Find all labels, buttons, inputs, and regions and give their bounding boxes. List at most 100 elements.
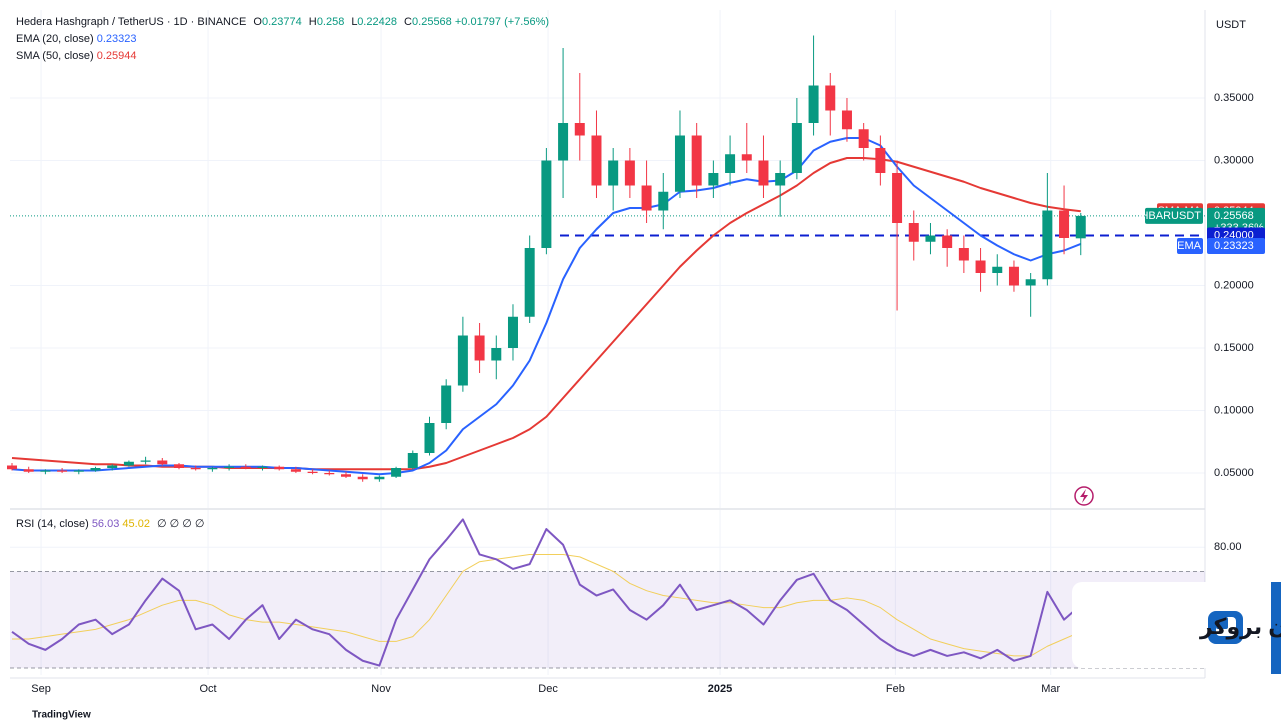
tag-box: [1207, 237, 1265, 254]
candle-body: [608, 160, 619, 186]
candle-body: [1042, 210, 1053, 280]
candle-body: [558, 123, 569, 161]
y-tick-label: 0.05000: [1214, 467, 1254, 479]
tag-box: [1145, 207, 1203, 224]
candle-body: [290, 469, 301, 472]
candle-body: [958, 248, 969, 261]
x-tick-label: Feb: [886, 683, 905, 695]
candle-body: [491, 348, 502, 361]
candle-body: [725, 154, 736, 173]
legend-name: SMA (50, close): [16, 50, 94, 62]
candle-body: [708, 173, 719, 186]
candle-body: [123, 461, 134, 466]
candle-body: [1025, 279, 1036, 286]
candle-body: [975, 260, 986, 273]
tag-label: HBARUSDT: [1140, 210, 1201, 222]
candle-body: [374, 476, 385, 480]
ohlc-label: H: [309, 16, 317, 28]
candle-body: [892, 173, 903, 223]
candle-body: [1059, 210, 1070, 238]
candle-body: [758, 160, 769, 186]
candle-body: [507, 316, 518, 348]
rsi-line: [11, 518, 1082, 667]
rsi-tick-label: 80.00: [1214, 541, 1242, 553]
candle-body: [624, 160, 635, 186]
candle-body: [574, 123, 585, 136]
legend-entry: EMA (20, close) 0.23323: [16, 33, 136, 45]
x-tick-label: Dec: [538, 683, 558, 695]
legend-entry: SMA (50, close) 0.25944: [16, 50, 136, 62]
candle-body: [324, 473, 335, 475]
candle-body: [691, 135, 702, 186]
candle-body: [1075, 215, 1086, 239]
candle-body: [908, 223, 919, 242]
candle-body: [240, 466, 251, 468]
header: Hedera Hashgraph / TetherUS · 1D · BINAN…: [16, 16, 549, 28]
candle-body: [407, 453, 418, 468]
candle-body: [190, 468, 201, 470]
candle-body: [1008, 266, 1019, 286]
legend-value: 45.02: [122, 518, 150, 530]
candle-body: [591, 135, 602, 186]
candle-body: [741, 154, 752, 161]
candle-body: [23, 469, 34, 472]
watermark-logo-core: [1216, 617, 1228, 629]
candle-body: [40, 470, 51, 472]
candle-body: [674, 135, 685, 192]
legend-value: 56.03: [92, 518, 120, 530]
flash-icon[interactable]: [1074, 486, 1094, 506]
candle-body: [307, 471, 318, 473]
ohlc-value: 0.23774: [262, 16, 302, 28]
candle-body: [7, 465, 18, 470]
candle-body: [107, 465, 118, 468]
y-tick-label: 0.15000: [1214, 342, 1254, 354]
rsi-ma-line: [12, 553, 1081, 657]
candle-body: [340, 474, 351, 477]
legend-value: 0.23323: [97, 33, 137, 45]
candle-body: [925, 235, 936, 242]
tag-box: [1177, 237, 1203, 254]
tag-label: EMA: [1177, 240, 1202, 252]
candle-body: [992, 266, 1003, 273]
candle-body: [424, 423, 435, 453]
x-tick-label: 2025: [708, 683, 732, 695]
legend-extra: ∅ ∅ ∅ ∅: [157, 518, 205, 530]
candle-body: [474, 335, 485, 361]
grid: [10, 10, 1205, 675]
x-tick-label: Nov: [371, 683, 391, 695]
ohlc-value: 0.22428: [357, 16, 397, 28]
candle-body: [391, 468, 402, 477]
legend-name: EMA (20, close): [16, 33, 94, 45]
tag-value: 0.25568: [1214, 210, 1254, 222]
y-tick-label: 0.35000: [1214, 92, 1254, 104]
y-tick-label: 0.20000: [1214, 279, 1254, 291]
candle-body: [875, 148, 886, 173]
y-tick-label: 0.10000: [1214, 404, 1254, 416]
legend-value: 0.25944: [97, 50, 137, 62]
candle-body: [858, 129, 869, 148]
candle-body: [541, 160, 552, 248]
candle-body: [274, 466, 285, 470]
candle-body: [224, 466, 235, 468]
ohlc-value: 0.258: [317, 16, 345, 28]
symbol-title: Hedera Hashgraph / TetherUS · 1D · BINAN…: [16, 16, 246, 28]
candle-body: [825, 85, 836, 111]
rsi-legend: RSI (14, close) 56.03 45.02 ∅ ∅ ∅ ∅: [16, 518, 205, 530]
x-tick-label: Mar: [1041, 683, 1060, 695]
candle-body: [57, 470, 68, 472]
candle-body: [140, 460, 151, 462]
candle-body: [841, 110, 852, 130]
ohlc-label: O: [253, 16, 262, 28]
footer-logo: TradingView: [32, 710, 91, 720]
candle-body: [207, 468, 218, 470]
watermark: ليان بروكر: [1199, 614, 1281, 640]
candle-body: [457, 335, 468, 386]
currency-label: USDT: [1216, 19, 1246, 31]
ohlc-value: 0.25568: [412, 16, 452, 28]
candle-body: [808, 85, 819, 123]
candle-body: [441, 385, 452, 423]
candle-body: [73, 470, 84, 472]
watermark-box: [1072, 582, 1281, 668]
